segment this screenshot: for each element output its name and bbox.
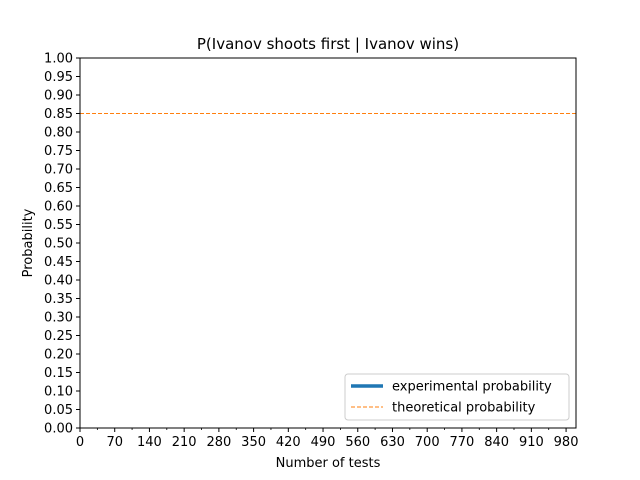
- chart-title: P(Ivanov shoots first | Ivanov wins): [197, 35, 459, 53]
- legend-label-1: theoretical probability: [392, 401, 536, 416]
- y-tick-label: 0.60: [44, 200, 73, 215]
- y-axis: 0.00 0.05 0.10 0.15 0.20 0.25 0.30 0.35 0.40 0.45…: [44, 52, 80, 437]
- y-tick-label: 0.55: [44, 218, 73, 233]
- y-tick-label: 0.45: [44, 255, 73, 270]
- x-tick-label: 630: [380, 435, 405, 450]
- legend-label-0: experimental probability: [392, 380, 552, 395]
- x-tick-label: 0: [76, 435, 84, 450]
- y-tick-label: 0.35: [44, 292, 73, 307]
- x-tick-label: 70: [106, 435, 123, 450]
- y-tick-label: 0.15: [44, 366, 73, 381]
- x-tick-label: 210: [172, 435, 197, 450]
- y-tick-label: 0.10: [44, 385, 73, 400]
- x-tick-label: 560: [345, 435, 370, 450]
- x-tick-label: 770: [450, 435, 475, 450]
- x-tick-label: 280: [206, 435, 231, 450]
- y-tick-label: 0.20: [44, 348, 73, 363]
- legend-box: [344, 373, 570, 421]
- y-tick-label: 0.40: [44, 274, 73, 289]
- y-axis-label: Probability: [21, 208, 36, 277]
- y-tick-label: 0.75: [44, 144, 73, 159]
- x-axis-label: Number of tests: [276, 456, 381, 471]
- x-tick-label: 840: [484, 435, 509, 450]
- x-tick-label: 490: [311, 435, 336, 450]
- x-tick-label: 350: [241, 435, 266, 450]
- y-tick-label: 0.00: [44, 422, 73, 437]
- x-tick-label: 420: [276, 435, 301, 450]
- legend: experimental probability theoretical prob…: [344, 373, 570, 421]
- y-tick-label: 0.30: [44, 311, 73, 326]
- y-tick-label: 0.25: [44, 329, 73, 344]
- y-tick-label: 0.05: [44, 403, 73, 418]
- y-tick-label: 0.80: [44, 126, 73, 141]
- x-tick-label: 910: [519, 435, 544, 450]
- y-tick-label: 0.50: [44, 237, 73, 252]
- y-tick-label: 0.95: [44, 70, 73, 85]
- x-tick-label: 140: [137, 435, 162, 450]
- x-tick-label: 980: [554, 435, 579, 450]
- y-tick-label: 0.70: [44, 163, 73, 178]
- y-tick-label: 1.00: [44, 52, 73, 67]
- y-tick-label: 0.90: [44, 89, 73, 104]
- y-tick-label: 0.65: [44, 181, 73, 196]
- y-tick-label: 0.85: [44, 107, 73, 122]
- x-tick-label: 700: [415, 435, 440, 450]
- x-axis: 0 70 140 210 280 350 420 490 560 630 700 770 840 910 9…: [76, 428, 579, 450]
